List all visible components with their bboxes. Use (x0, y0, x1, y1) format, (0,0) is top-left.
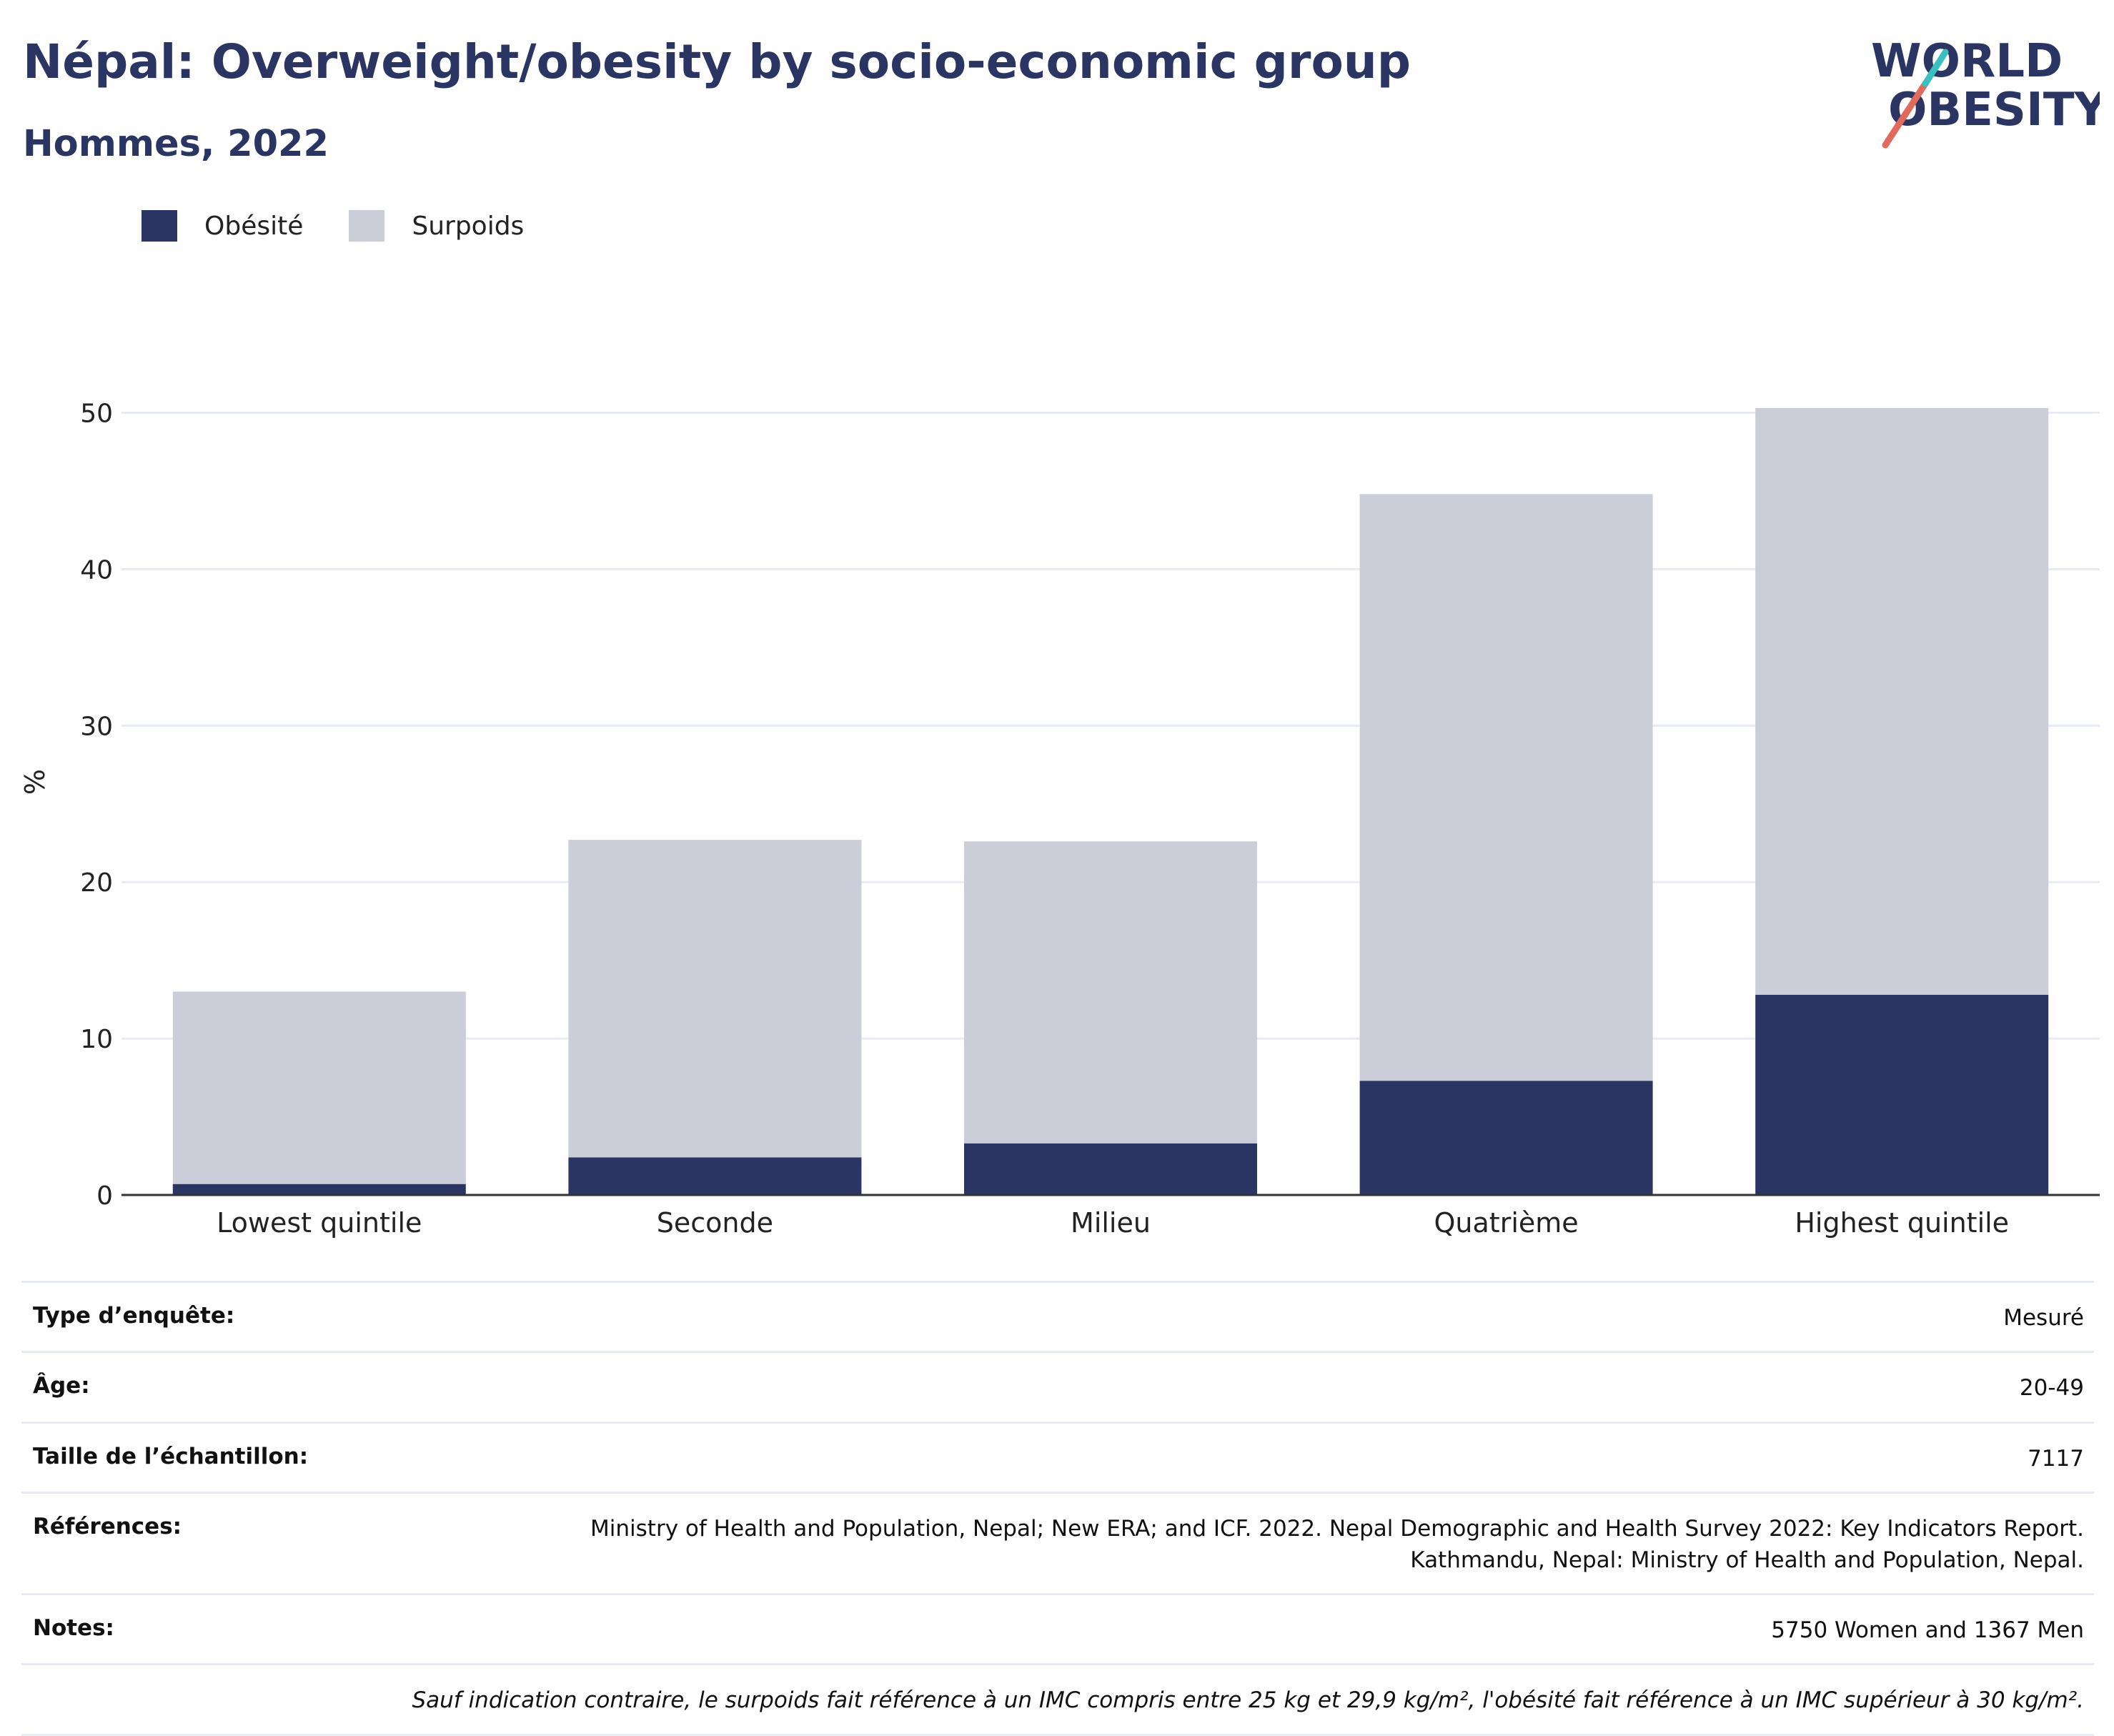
x-tick-label-3: Quatrième (1434, 1207, 1579, 1239)
y-tick-label-50: 50 (80, 400, 113, 429)
stacked-bar-chart: 0 10 20 30 40 50% Lowest quintile Seconde Milieu… (0, 343, 2114, 1244)
bar-overweight-1 (568, 840, 862, 1158)
legend-item-obesity: Obésité (142, 210, 303, 242)
bar-overweight-2 (964, 841, 1257, 1144)
y-tick-label-10: 10 (80, 1025, 113, 1054)
notes-value: 5750 Women and 1367 Men (1771, 1617, 2084, 1643)
bar-overweight-3 (1359, 494, 1653, 1081)
world-obesity-logo: WORLD OBESITY (1871, 32, 2108, 154)
info-row-notes: Notes: 5750 Women and 1367 Men (21, 1592, 2094, 1663)
bar-obesity-4 (1755, 994, 2049, 1195)
legend-swatch-overweight (349, 210, 385, 242)
y-tick-label-40: 40 (80, 555, 113, 585)
info-row-footnote: Sauf indication contraire, le surpoids f… (21, 1663, 2094, 1736)
chart-svg: 0 10 20 30 40 50% Lowest quintile Seconde Milieu… (19, 400, 2100, 1239)
sample-size-label: Taille de l’échantillon: (33, 1443, 309, 1469)
chart-subtitle: Hommes, 2022 (23, 123, 329, 165)
logo-text-obesity: OBESITY (1888, 84, 2100, 137)
sample-size-value: 7117 (2028, 1445, 2084, 1472)
notes-label: Notes: (33, 1615, 114, 1641)
info-row-age: Âge: 20-49 (21, 1351, 2094, 1421)
x-tick-label-1: Seconde (657, 1207, 773, 1239)
bar-obesity-1 (568, 1157, 862, 1195)
info-row-survey-type: Type d’enquête: Mesuré (21, 1281, 2094, 1351)
age-label: Âge: (33, 1373, 90, 1399)
bar-obesity-3 (1359, 1081, 1653, 1195)
legend-swatch-obesity (142, 210, 177, 242)
bar-overweight-4 (1755, 407, 2049, 995)
y-axis-label: % (19, 769, 51, 795)
bar-obesity-0 (172, 1184, 466, 1195)
info-row-references: Références: Ministry of Health and Popul… (21, 1492, 2094, 1593)
survey-info-table: Type d’enquête: Mesuré Âge: 20-49 Taille… (21, 1281, 2094, 1736)
bar-overweight-0 (172, 991, 466, 1184)
bar-obesity-2 (964, 1143, 1257, 1195)
references-line-1: Ministry of Health and Population, Nepal… (590, 1516, 2084, 1542)
x-tick-label-4: Highest quintile (1795, 1207, 2009, 1239)
chart-legend: Obésité Surpoids (142, 210, 570, 242)
references-value: Ministry of Health and Population, Nepal… (590, 1514, 2084, 1576)
y-tick-label-0: 0 (96, 1181, 113, 1211)
survey-type-value: Mesuré (2003, 1305, 2084, 1331)
chart-title: Népal: Overweight/obesity by socio-econo… (23, 34, 1411, 89)
legend-label-overweight: Surpoids (412, 211, 525, 241)
legend-item-overweight: Surpoids (349, 210, 524, 242)
y-tick-label-20: 20 (80, 868, 113, 898)
references-label: Références: (33, 1514, 182, 1540)
y-tick-label-30: 30 (80, 712, 113, 741)
survey-type-label: Type d’enquête: (33, 1303, 235, 1329)
x-tick-label-2: Milieu (1071, 1207, 1151, 1239)
references-line-2: Kathmandu, Nepal: Ministry of Health and… (1410, 1547, 2084, 1573)
age-value: 20-49 (2019, 1375, 2084, 1402)
x-tick-label-0: Lowest quintile (217, 1207, 422, 1239)
info-row-sample-size: Taille de l’échantillon: 7117 (21, 1421, 2094, 1492)
footnote-text: Sauf indication contraire, le surpoids f… (412, 1687, 2084, 1714)
legend-label-obesity: Obésité (204, 211, 304, 241)
logo-text-world: WORLD (1871, 35, 2063, 88)
